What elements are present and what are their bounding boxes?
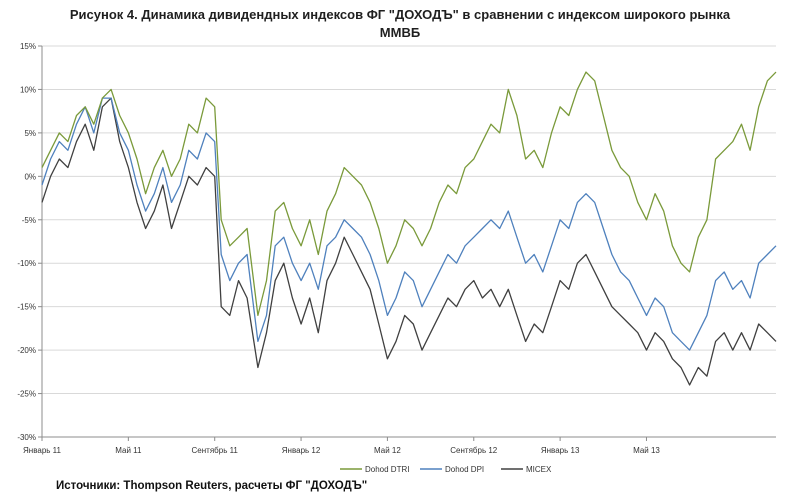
x-tick-label: Январь 11 (23, 446, 62, 455)
legend-label-dohod-dpi: Dohod DPI (445, 465, 484, 474)
chart-title: Рисунок 4. Динамика дивидендных индексов… (30, 6, 770, 42)
x-tick-label: Сентябрь 11 (192, 446, 239, 455)
chart-title-line-1: Рисунок 4. Динамика дивидендных индексов… (69, 7, 731, 22)
y-tick-label: 10% (20, 85, 36, 94)
chart-title-line-2: ММВБ (379, 25, 421, 40)
y-tick-label: 15% (20, 42, 36, 51)
y-tick-label: -15% (17, 303, 36, 312)
chart-series (41, 71, 777, 386)
y-tick-label: -25% (17, 390, 36, 399)
x-tick-label: Январь 13 (541, 446, 580, 455)
legend-label-dohod-dtri: Dohod DTRI (365, 465, 409, 474)
source-note: Источники: Thompson Reuters, расчеты ФГ … (56, 480, 368, 492)
series-line-dohod-dtri (41, 71, 777, 317)
x-tick-label: Январь 12 (282, 446, 321, 455)
y-tick-label: 5% (24, 129, 36, 138)
series-line-micex (41, 97, 777, 386)
legend-label-micex: MICEX (526, 465, 552, 474)
y-tick-label: -20% (17, 346, 36, 355)
chart-grid (42, 45, 776, 438)
x-tick-label: Май 12 (374, 446, 401, 455)
y-tick-label: -30% (17, 433, 36, 442)
x-tick-label: Сентябрь 12 (450, 446, 498, 455)
series-line-dohod-dpi (41, 97, 777, 351)
chart-axes: 15% 10% 5% 0% -5% -10% -15% -20% -25% -30% Январь … (17, 42, 776, 455)
y-tick-label: -10% (17, 259, 36, 268)
chart-legend: Dohod DTRI Dohod DPI MICEX (340, 465, 552, 474)
y-tick-label: 0% (24, 172, 36, 181)
x-tick-label: Май 13 (633, 446, 660, 455)
x-tick-label: Май 11 (115, 446, 142, 455)
y-tick-label: -5% (22, 216, 36, 225)
